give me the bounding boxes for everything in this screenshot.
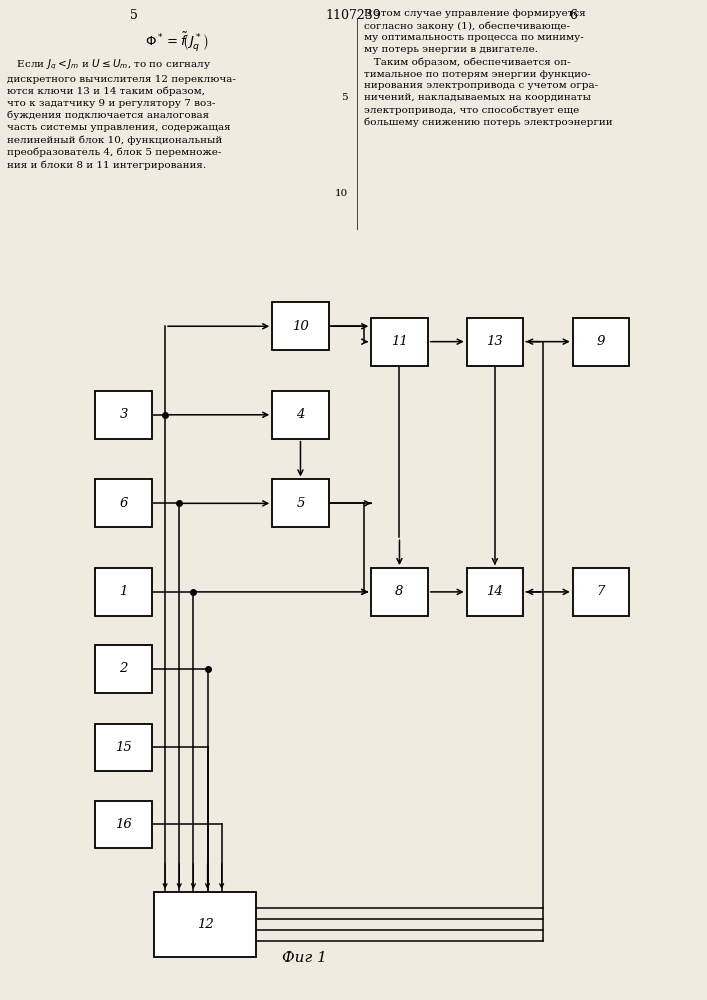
Text: 7: 7 xyxy=(597,585,605,598)
Text: $\Phi^* = \tilde{f}\!\left(J_q^*\right)$: $\Phi^* = \tilde{f}\!\left(J_q^*\right)$ xyxy=(145,30,209,53)
Text: 3: 3 xyxy=(119,408,128,421)
Bar xyxy=(95,479,152,527)
Bar xyxy=(371,318,428,366)
Bar xyxy=(153,892,256,957)
Text: 10: 10 xyxy=(334,189,348,198)
Bar xyxy=(573,318,629,366)
Bar xyxy=(272,302,329,350)
Bar xyxy=(467,318,523,366)
Text: 1: 1 xyxy=(119,585,128,598)
Text: 15: 15 xyxy=(115,741,132,754)
Text: 9: 9 xyxy=(597,335,605,348)
Bar xyxy=(95,801,152,848)
Text: Фиг 1: Фиг 1 xyxy=(281,951,327,965)
Text: 4: 4 xyxy=(296,408,305,421)
Text: В этом случае управление формируется
согласно закону (1), обеспечивающе-
му опти: В этом случае управление формируется сог… xyxy=(364,9,613,127)
Bar xyxy=(467,568,523,616)
Bar xyxy=(95,645,152,693)
Bar xyxy=(95,724,152,771)
Bar xyxy=(371,568,428,616)
Text: 2: 2 xyxy=(119,662,128,675)
Bar xyxy=(272,391,329,439)
Bar xyxy=(573,568,629,616)
Text: 11: 11 xyxy=(391,335,408,348)
Bar xyxy=(272,479,329,527)
Bar xyxy=(95,391,152,439)
Text: 5: 5 xyxy=(130,9,139,22)
Text: 14: 14 xyxy=(486,585,503,598)
Text: 6: 6 xyxy=(568,9,577,22)
Text: 1107239: 1107239 xyxy=(326,9,381,22)
Text: 12: 12 xyxy=(197,918,214,931)
Text: 16: 16 xyxy=(115,818,132,831)
Text: 5: 5 xyxy=(296,497,305,510)
Bar xyxy=(95,568,152,616)
Text: 13: 13 xyxy=(486,335,503,348)
Text: Если $J_q < J_m$ и $U{\leq}U_m$, то по сигналу
дискретного вычислителя 12 перекл: Если $J_q < J_m$ и $U{\leq}U_m$, то по с… xyxy=(7,57,236,170)
Text: 6: 6 xyxy=(119,497,128,510)
Text: 8: 8 xyxy=(395,585,404,598)
Text: 10: 10 xyxy=(292,320,309,333)
Text: 5: 5 xyxy=(341,93,348,102)
